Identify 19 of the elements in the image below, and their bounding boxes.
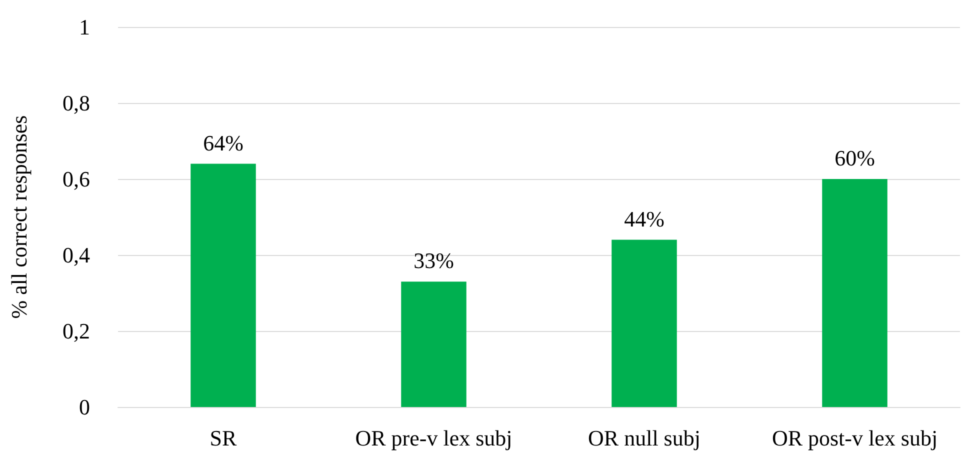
bar [822, 179, 888, 407]
data-label: 64% [203, 130, 244, 156]
bar [401, 282, 466, 407]
y-tick-label: 0,4 [62, 242, 90, 268]
data-label: 33% [414, 248, 454, 274]
y-tick-label: 1 [79, 14, 90, 40]
bar [190, 164, 256, 407]
x-tick-label: SR [210, 426, 238, 450]
x-tick-label: OR null subj [588, 426, 700, 450]
bar [612, 240, 677, 407]
x-tick-label: OR pre-v lex subj [355, 426, 512, 450]
data-label: 60% [834, 146, 875, 170]
y-tick-label: 0 [79, 394, 90, 420]
y-axis-title: % all correct responses [6, 115, 32, 319]
data-label: 44% [624, 206, 664, 232]
y-tick-label: 0,8 [62, 90, 90, 116]
y-tick-label: 0,6 [62, 166, 90, 192]
y-tick-label: 0,2 [62, 318, 90, 344]
x-tick-label: OR post-v lex subj [772, 426, 938, 450]
